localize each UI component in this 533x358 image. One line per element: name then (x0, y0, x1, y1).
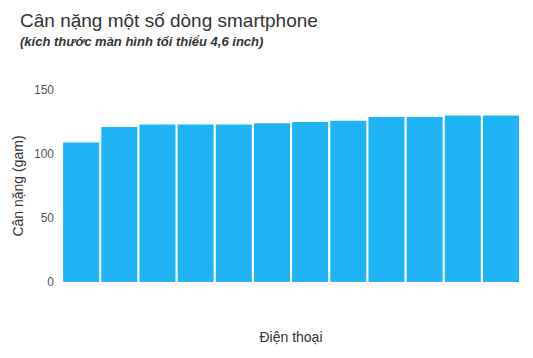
svg-text:150: 150 (34, 83, 54, 97)
svg-text:50: 50 (41, 211, 55, 225)
svg-text:100: 100 (34, 147, 54, 161)
html-text:Cân nặng một số dòng smartphon: Cân nặng một số dòng smartphone (20, 10, 318, 31)
svg-text:Cân nặng (gam): Cân nặng (gam) (10, 135, 26, 236)
svg-text:Điện thoại: Điện thoại (259, 329, 322, 345)
svg-text:0: 0 (47, 275, 54, 289)
html-text:(kích thước màn hình tối thiểu: (kích thước màn hình tối thiểu 4,6 inch) (20, 34, 264, 49)
